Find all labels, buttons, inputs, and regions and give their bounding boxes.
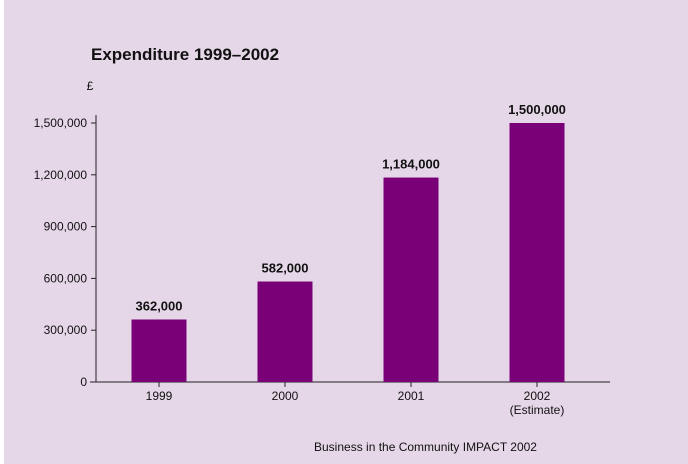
data-label: 362,000 (136, 298, 183, 313)
data-label: 1,184,000 (382, 157, 440, 172)
y-tick-label: 1,500,000 (34, 116, 88, 130)
y-tick-label: 300,000 (44, 323, 88, 337)
chart-panel (4, 0, 688, 464)
y-axis-unit-label: £ (87, 79, 94, 93)
bar (383, 177, 439, 382)
bar (131, 319, 187, 382)
data-label: 1,500,000 (508, 102, 566, 117)
y-tick-label: 600,000 (44, 271, 88, 285)
x-tick-label: 2000 (272, 389, 299, 403)
x-tick-label: 1999 (146, 389, 173, 403)
bar (509, 123, 565, 382)
source-note: Business in the Community IMPACT 2002 (314, 440, 537, 454)
x-tick-label: 2002 (524, 389, 551, 403)
y-tick-label: 0 (80, 375, 87, 389)
bar (257, 281, 313, 382)
y-tick-label: 1,200,000 (34, 168, 88, 182)
data-label: 582,000 (262, 261, 309, 276)
x-tick-sublabel: (Estimate) (510, 403, 565, 417)
y-tick-label: 900,000 (44, 220, 88, 234)
x-tick-label: 2001 (398, 389, 425, 403)
chart-title: Expenditure 1999–2002 (91, 45, 280, 64)
